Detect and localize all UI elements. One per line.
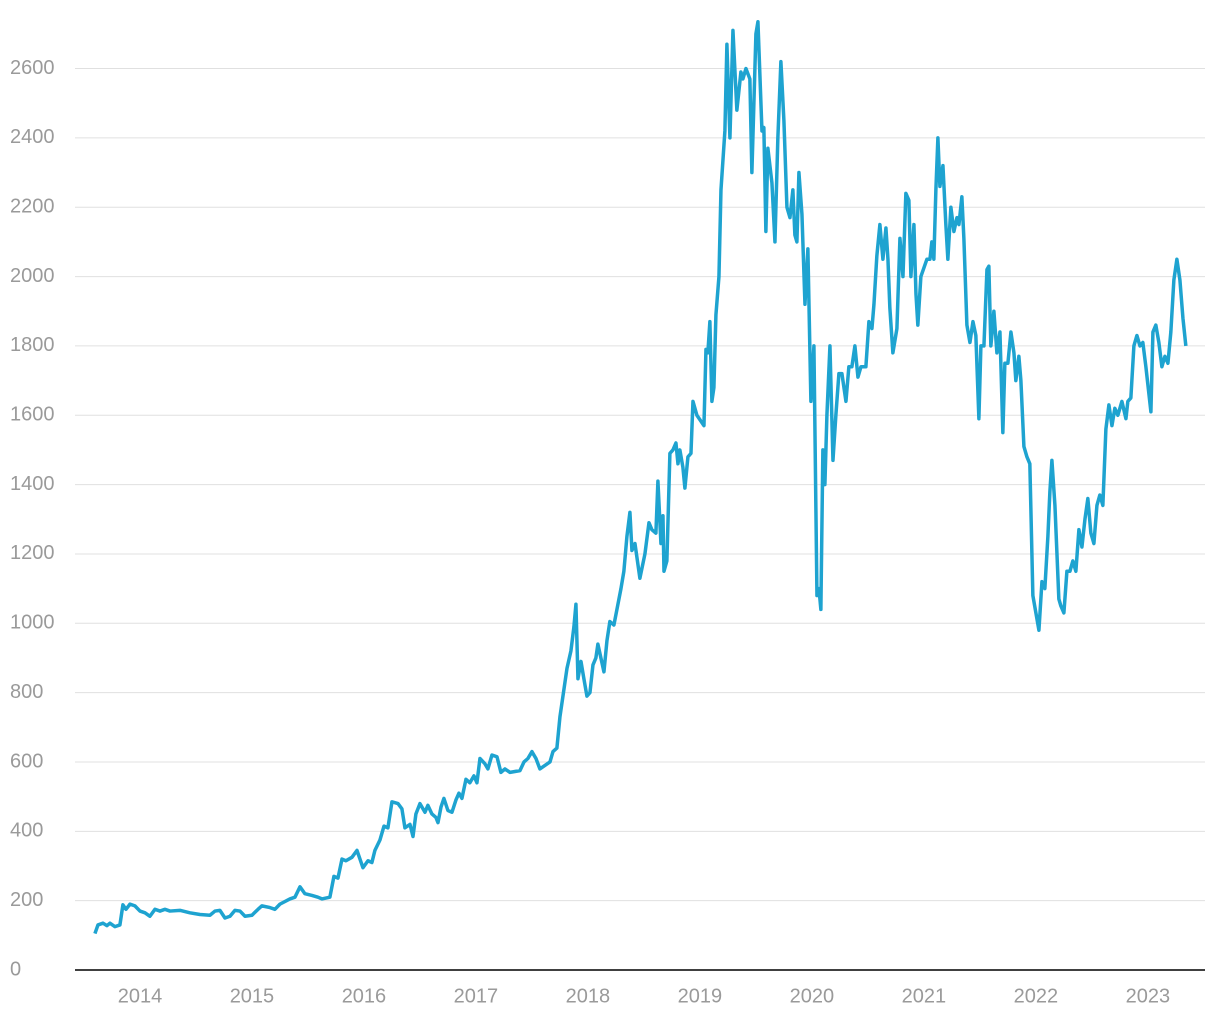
x-tick-label: 2019 bbox=[678, 985, 723, 1007]
x-tick-label: 2022 bbox=[1014, 985, 1059, 1007]
x-tick-label: 2017 bbox=[454, 985, 499, 1007]
y-tick-label: 400 bbox=[10, 820, 43, 842]
y-tick-label: 1400 bbox=[10, 473, 55, 495]
x-tick-label: 2016 bbox=[342, 985, 387, 1007]
x-tick-label: 2014 bbox=[118, 985, 163, 1007]
x-tick-label: 2015 bbox=[230, 985, 275, 1007]
data-line bbox=[93, 19, 1188, 935]
y-tick-label: 1600 bbox=[10, 404, 55, 426]
y-tick-label: 2600 bbox=[10, 57, 55, 79]
y-tick-label: 2400 bbox=[10, 126, 55, 148]
y-tick-label: 200 bbox=[10, 889, 43, 911]
y-tick-label: 600 bbox=[10, 750, 43, 772]
y-tick-label: 800 bbox=[10, 681, 43, 703]
y-tick-label: 2200 bbox=[10, 196, 55, 218]
y-tick-label: 1800 bbox=[10, 334, 55, 356]
x-tick-label: 2020 bbox=[790, 985, 835, 1007]
y-tick-label: 1200 bbox=[10, 542, 55, 564]
x-tick-label: 2023 bbox=[1126, 985, 1171, 1007]
y-tick-label: 2000 bbox=[10, 265, 55, 287]
y-tick-label: 1000 bbox=[10, 612, 55, 634]
y-tick-label: 0 bbox=[10, 958, 21, 980]
x-tick-label: 2021 bbox=[902, 985, 947, 1007]
x-tick-label: 2018 bbox=[566, 985, 611, 1007]
